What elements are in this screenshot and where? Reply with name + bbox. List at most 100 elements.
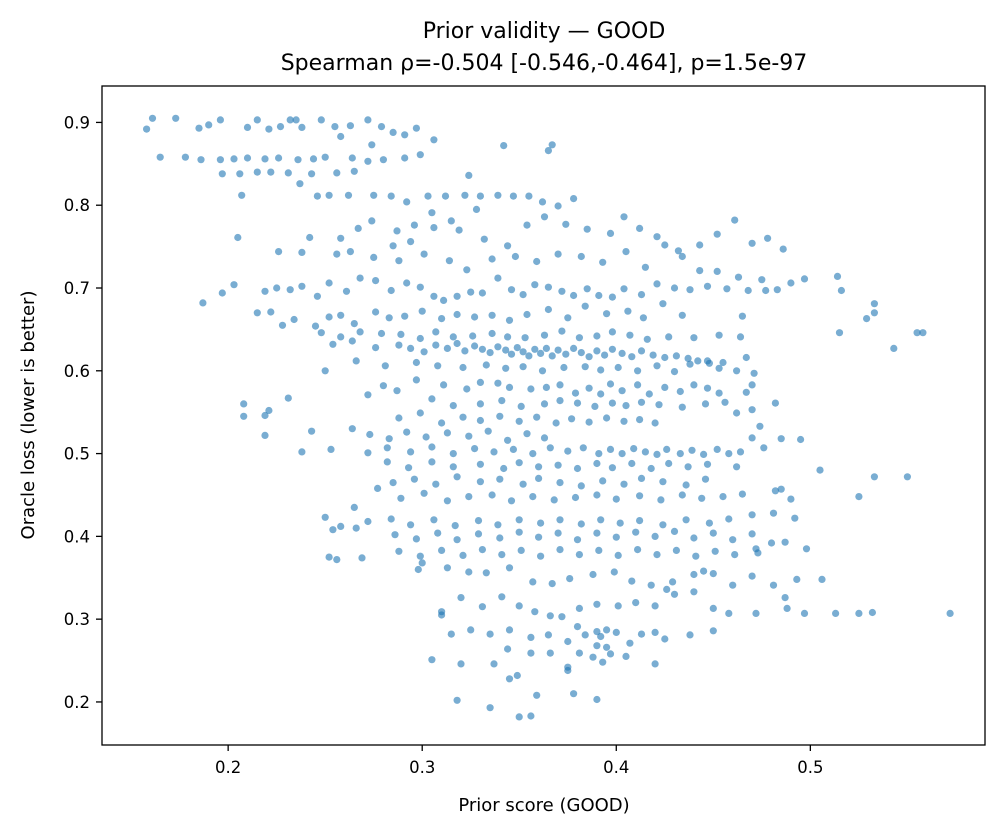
data-point [538, 198, 547, 206]
data-point [521, 334, 529, 342]
data-point [234, 233, 242, 242]
data-point [651, 628, 659, 637]
data-point [585, 353, 593, 361]
data-point [420, 250, 428, 258]
data-point [738, 490, 747, 498]
data-point [544, 283, 553, 291]
data-point [457, 594, 465, 602]
data-point [634, 367, 642, 375]
data-point [703, 460, 712, 468]
data-point [498, 397, 506, 405]
data-point [832, 609, 840, 618]
data-point [430, 292, 438, 300]
data-point [769, 581, 778, 589]
data-point [837, 286, 846, 295]
data-point [490, 660, 498, 668]
data-point [504, 333, 512, 341]
data-point [678, 252, 686, 261]
data-point [678, 403, 686, 411]
data-point [438, 419, 446, 427]
data-point [428, 458, 436, 466]
data-point [696, 241, 704, 249]
data-point [329, 526, 337, 534]
data-point [701, 400, 710, 408]
data-point [465, 493, 473, 501]
data-point [276, 123, 285, 131]
data-point [515, 713, 523, 721]
data-point [428, 656, 436, 664]
data-point [476, 192, 484, 200]
data-point [205, 121, 213, 129]
data-point [603, 643, 611, 651]
data-point [434, 529, 442, 537]
data-point [641, 448, 650, 456]
data-point [428, 443, 436, 451]
data-point [570, 344, 578, 352]
x-tick-label: 0.4 [603, 758, 629, 777]
data-point [337, 132, 345, 141]
data-point [618, 349, 626, 357]
data-point [637, 347, 646, 355]
data-point [218, 170, 226, 178]
data-point [575, 334, 584, 342]
data-point [416, 151, 424, 159]
data-point [416, 552, 424, 560]
data-point [791, 514, 799, 522]
data-point [519, 348, 527, 356]
data-point [471, 445, 479, 453]
data-point [523, 310, 531, 319]
data-point [321, 513, 329, 521]
data-point [463, 385, 471, 393]
data-point [504, 242, 512, 250]
data-point [531, 608, 539, 616]
data-point [265, 406, 273, 415]
data-point [570, 195, 578, 203]
y-tick-label: 0.2 [64, 693, 90, 712]
data-point [449, 463, 457, 471]
data-point [535, 533, 543, 541]
data-point [424, 192, 432, 200]
data-point [337, 311, 345, 319]
data-point [744, 286, 752, 295]
data-point [868, 608, 877, 617]
data-point [688, 446, 696, 454]
data-point [519, 291, 527, 299]
data-point [306, 233, 314, 242]
data-point [354, 224, 362, 232]
data-point [570, 690, 578, 698]
data-point [513, 671, 521, 680]
data-point [591, 402, 599, 410]
data-point [690, 534, 698, 542]
data-point [760, 444, 768, 452]
y-tick-label: 0.7 [64, 279, 90, 298]
data-point [476, 400, 484, 408]
data-point [870, 300, 879, 308]
data-point [698, 494, 706, 502]
data-point [434, 362, 442, 370]
x-tick-label: 0.3 [409, 758, 435, 777]
data-point [599, 258, 607, 266]
data-point [296, 180, 304, 188]
y-tick-label: 0.3 [64, 610, 90, 629]
data-point [736, 448, 745, 456]
chart-subtitle: Spearman ρ=-0.504 [-0.546,-0.464], p=1.5… [281, 51, 808, 76]
data-point [573, 464, 582, 473]
data-point [637, 291, 646, 299]
data-point [562, 350, 570, 358]
data-point [595, 450, 603, 458]
data-point [733, 409, 741, 417]
data-point [498, 551, 506, 559]
data-point [647, 581, 655, 589]
data-point [453, 339, 461, 348]
data-point [577, 482, 585, 490]
data-point [560, 363, 568, 372]
data-point [445, 257, 453, 265]
data-point [494, 191, 502, 199]
axes-frame [101, 85, 986, 746]
data-point [527, 385, 535, 393]
data-point [284, 394, 292, 402]
data-point [370, 191, 378, 199]
data-point [428, 209, 436, 217]
data-point [418, 307, 426, 315]
data-point [350, 167, 358, 175]
